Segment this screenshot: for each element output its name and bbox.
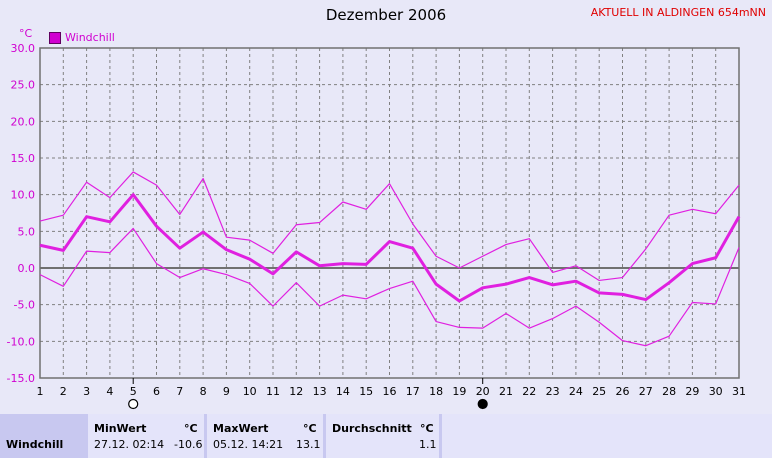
stats-max-unit: °C (303, 422, 317, 435)
x-tick-label: 20 (476, 385, 490, 398)
stats-avg-unit: °C (420, 422, 434, 435)
y-tick-label: -5.0 (14, 299, 35, 312)
legend-label: Windchill (65, 31, 115, 44)
moon-phase-marker (477, 398, 488, 410)
y-tick-label: 30.0 (11, 42, 36, 55)
x-tick-label: 27 (639, 385, 653, 398)
stats-max-value: 13.1 (296, 438, 321, 451)
x-tick-label: 4 (106, 385, 113, 398)
x-tick-label: 24 (569, 385, 583, 398)
x-tick-label: 29 (685, 385, 699, 398)
y-tick-label: 15.0 (11, 152, 36, 165)
x-tick-label: 8 (200, 385, 207, 398)
stats-min-header: MinWert (94, 422, 147, 435)
series-line-avg (39, 193, 741, 303)
series-line-max (39, 171, 740, 282)
x-tick-label: 9 (223, 385, 230, 398)
stats-avg-header: Durchschnitt (332, 422, 412, 435)
x-tick-label: 19 (452, 385, 466, 398)
x-tick-label: 13 (313, 385, 327, 398)
x-tick-label: 14 (336, 385, 350, 398)
stats-avg-cell (326, 414, 439, 458)
y-tick-label: -10.0 (7, 335, 35, 348)
x-tick-label: 26 (616, 385, 630, 398)
x-tick-label: 30 (709, 385, 723, 398)
x-tick-label: 18 (429, 385, 443, 398)
stats-min-value: -10.6 (174, 438, 203, 451)
y-tick-label: -15.0 (7, 372, 35, 385)
stats-row-label: Windchill (6, 438, 64, 451)
legend: Windchill (49, 31, 115, 44)
y-tick-label: 25.0 (11, 79, 36, 92)
chart-title: Dezember 2006 (325, 6, 447, 24)
y-tick-label: 0.0 (18, 262, 36, 275)
plot-frame (39, 47, 740, 379)
stats-min-cell (88, 414, 204, 458)
x-tick-label: 16 (383, 385, 397, 398)
x-tick-label: 10 (243, 385, 257, 398)
stats-avg-value: 1.1 (419, 438, 437, 451)
x-tick-label: 22 (522, 385, 536, 398)
stats-max-header: MaxWert (213, 422, 269, 435)
stats-max-cell (207, 414, 323, 458)
stats-min-time: 27.12. 02:14 (94, 438, 165, 451)
x-tick-label: 25 (592, 385, 606, 398)
x-tick-label: 12 (289, 385, 303, 398)
x-tick-label: 11 (266, 385, 280, 398)
x-tick-label: 23 (546, 385, 560, 398)
y-tick-label: 5.0 (18, 225, 36, 238)
stats-min-unit: °C (184, 422, 198, 435)
windchill-chart: 30.0 25.0 20.0 15.0 10.0 5.0 0.0 -5.0 -10.0 -15.0… (7, 42, 746, 410)
legend-swatch (49, 31, 61, 44)
x-tick-label: 15 (359, 385, 373, 398)
x-tick-label: 3 (83, 385, 90, 398)
x-tick-label: 6 (153, 385, 160, 398)
x-tick-label: 28 (662, 385, 676, 398)
x-tick-label: 7 (176, 385, 183, 398)
y-tick-label: 10.0 (11, 189, 36, 202)
x-tick-label: 1 (37, 385, 44, 398)
moon-phase-marker (128, 398, 139, 410)
station-label: AKTUELL IN ALDINGEN 654mNN (590, 6, 766, 19)
series-line-min (39, 227, 740, 347)
x-tick-label: 21 (499, 385, 513, 398)
stats-panel: Windchill MinWert °C 27.12. 02:14 -10.6 … (0, 414, 772, 458)
stats-empty-cell (442, 414, 772, 458)
stats-max-time: 05.12. 14:21 (213, 438, 284, 451)
x-tick-label: 31 (732, 385, 746, 398)
y-tick-label: 20.0 (11, 115, 36, 128)
y-axis-unit: °C (19, 27, 33, 40)
x-tick-label: 5 (130, 385, 137, 398)
x-tick-label: 2 (60, 385, 67, 398)
x-tick-label: 17 (406, 385, 420, 398)
